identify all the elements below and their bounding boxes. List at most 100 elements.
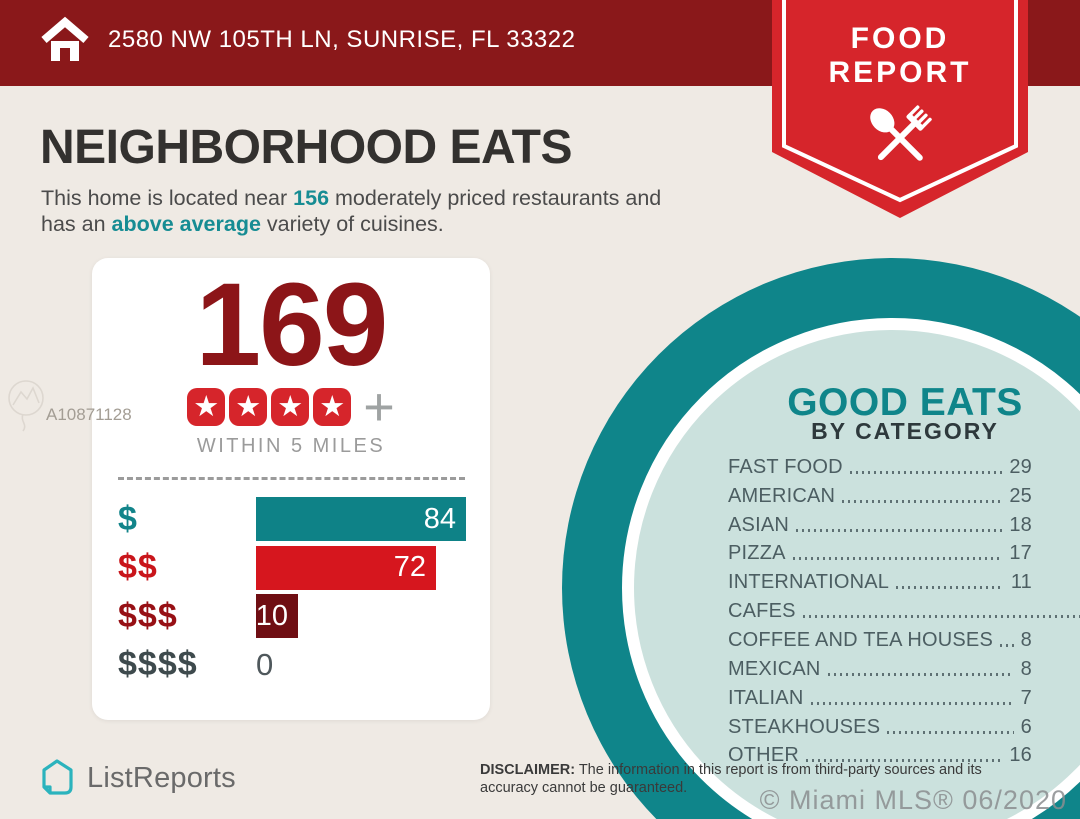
ribbon-shape [772,0,1028,218]
restaurant-count-highlight: 156 [293,186,330,210]
price-tier-bar: 72 [256,545,436,590]
variety-highlight: above average [111,211,261,236]
category-row: INTERNATIONAL 11 [728,568,1032,597]
price-tier-row: $$$$ 0 [118,641,490,690]
intro-text: This home is located near [41,186,294,210]
address-wrap: 2580 NW 105TH LN, SUNRISE, FL 33322 [40,14,575,66]
bar-value: 10 [255,599,288,632]
category-label: ITALIAN [728,686,804,709]
category-value: 16 [1009,744,1032,767]
category-value: 25 [1009,484,1032,507]
star-icon: ★ [229,388,268,426]
intro-paragraph: This home is located near 156 moderately… [41,186,661,237]
star-icon: ★ [271,388,310,426]
intro-text: has an [41,211,112,236]
dotted-leader [1000,643,1014,647]
listreports-house-icon [42,759,73,795]
ribbon-title-line2: REPORT [828,56,972,89]
property-address: 2580 NW 105TH LN, SUNRISE, FL 33322 [108,26,576,53]
category-row: COFFEE AND TEA HOUSES 8 [728,626,1032,655]
dotted-leader [796,528,1003,532]
category-label: CAFES [728,600,796,623]
price-tier-row: $$ 72 [118,544,490,593]
dotted-leader [887,730,1014,734]
listreports-wordmark: ListReports [87,761,236,794]
category-row: ITALIAN 7 [728,684,1032,713]
category-label: INTERNATIONAL [728,571,890,594]
listreports-logo: ListReports [38,758,236,798]
price-tier-bar: 84 [256,497,466,542]
dotted-leader [849,470,1003,474]
photo-watermark-id: A10871128 [46,405,132,424]
disclaimer: DISCLAIMER: The information in this repo… [480,762,1036,797]
ribbon-title-line1: FOOD [850,22,950,55]
good-eats-subtitle: BY CATEGORY [811,418,999,444]
bar-track: 72 [256,545,470,590]
bar-track: 0 [256,643,470,687]
category-row: MEXICAN 8 [728,655,1032,684]
category-list: FAST FOOD 29 AMERICAN 25 ASIAN 18 PIZZA 17 INTER… [728,453,1080,770]
crossed-spoon-fork-icon [870,105,932,161]
category-label: OTHER [728,744,799,767]
dotted-leader [896,586,1004,590]
intro-text: variety of cuisines. [260,211,444,236]
star-rating: ★ ★ ★ ★ + [92,377,490,437]
good-eats-title: GOOD EATS [787,381,1023,424]
photo-watermark: A10871128 [2,376,132,432]
price-tier-row: $84 [118,495,490,544]
category-label: MEXICAN [728,657,821,680]
dotted-leader [842,499,1003,503]
mls-watermark: © Miami MLS® 06/2020 [759,785,1067,815]
price-tier-row: $$$ 10 [118,592,490,641]
category-row: FAST FOOD 29 [728,453,1032,482]
bar-value-zero: 0 [256,646,274,682]
bar-track: 84 [256,497,470,542]
price-tier-label: $$$ [118,596,178,635]
star-badges: ★ ★ ★ ★ [187,388,352,426]
price-tier-label: $ [118,499,138,538]
dotted-leader [806,759,1003,763]
price-tier-bar-chart: $84 $$ 72 $$$ 10 $$$$ 0 [92,495,490,689]
dotted-leader [802,615,1080,619]
dotted-leader [827,672,1014,676]
food-report-ribbon: FOOD REPORT [772,0,1028,220]
page-title: NEIGHBORHOOD EATS [40,121,572,174]
star-icon: ★ [187,388,226,426]
bar-value: 72 [393,551,426,584]
disclaimer-text: The information in this report is from t… [480,762,982,796]
home-icon [41,16,89,61]
price-tier-bar: 10 [255,594,298,639]
category-row: AMERICAN 25 [728,482,1032,511]
star-icon: ★ [313,388,352,426]
category-value: 6 [1020,715,1032,738]
bar-value: 84 [423,502,456,535]
dashed-divider [117,477,465,480]
radius-caption: WITHIN 5 MILES [196,435,386,457]
price-tier-label: $$$$ [118,645,198,684]
category-value: 8 [1020,628,1032,651]
category-value: 11 [1010,571,1032,594]
category-row: PIZZA 17 [728,540,1032,569]
disclaimer-label: DISCLAIMER: [480,762,576,778]
category-label: AMERICAN [728,484,836,507]
price-tier-label: $$ [118,548,158,587]
dotted-leader [810,701,1014,705]
category-label: PIZZA [728,542,786,565]
category-value: 29 [1009,455,1032,478]
category-value: 8 [1020,657,1032,680]
plus-sign: + [363,377,395,437]
bar-track: 10 [255,594,470,639]
category-label: COFFEE AND TEA HOUSES [728,628,994,651]
category-label: FAST FOOD [728,455,843,478]
category-label: STEAKHOUSES [728,715,881,738]
category-value: 7 [1020,686,1032,709]
dotted-leader [792,557,1003,561]
intro-text: moderately priced restaurants and [329,186,662,210]
category-value: 18 [1009,513,1032,536]
category-row: CAFES [728,597,1080,626]
category-label: ASIAN [728,513,790,536]
category-row: STEAKHOUSES 6 [728,713,1032,742]
category-value: 17 [1009,542,1032,565]
category-row: OTHER 16 [728,741,1032,770]
